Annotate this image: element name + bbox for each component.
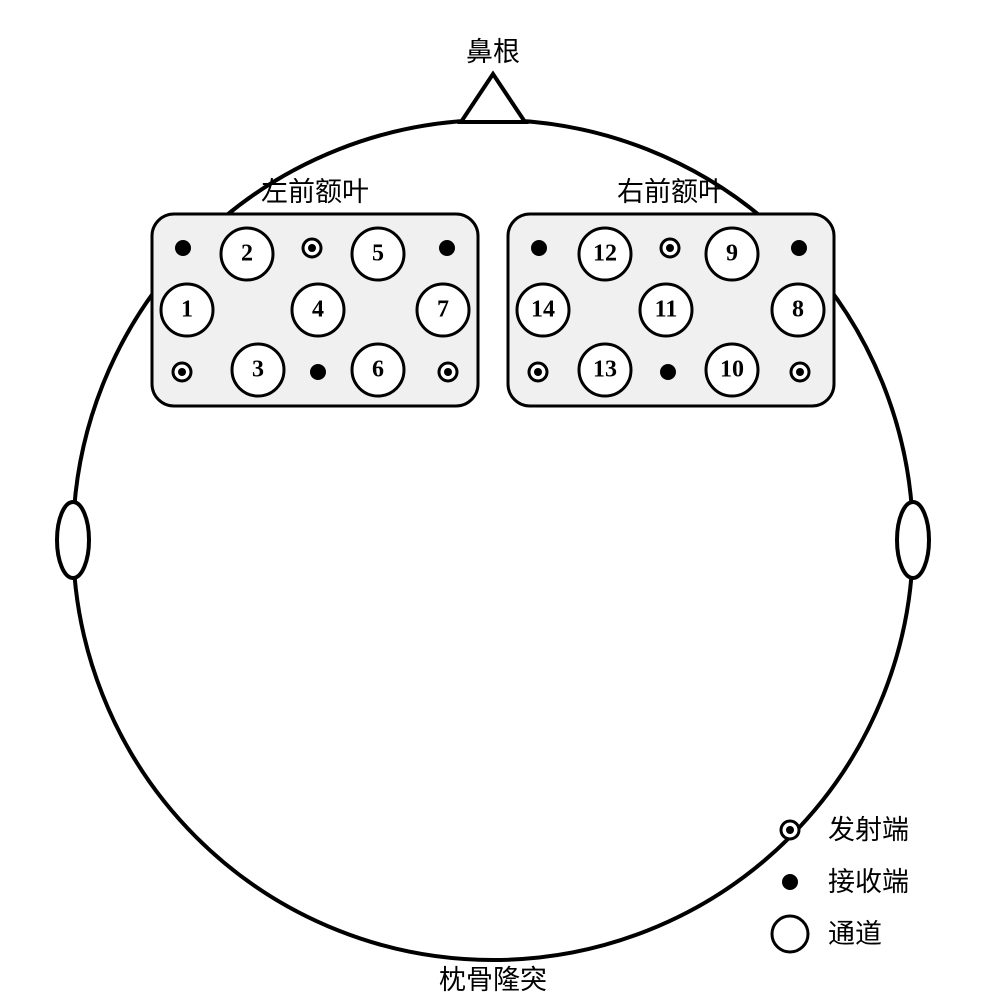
legend-label-receiver: 接收端: [828, 866, 909, 898]
emitter-inner-2: [444, 368, 452, 376]
channel-label-11: 11: [655, 296, 678, 325]
channel-label-10: 10: [720, 356, 744, 385]
right-region-label: 右前额叶: [617, 176, 725, 208]
nasion-label: 鼻根: [466, 36, 520, 68]
channel-label-3: 3: [252, 356, 264, 385]
channel-label-14: 14: [531, 296, 555, 325]
channel-label-13: 13: [593, 356, 617, 385]
legend-channel-icon: [772, 916, 808, 952]
receiver-5: [660, 364, 676, 380]
receiver-1: [439, 240, 455, 256]
inion-label: 枕骨隆突: [439, 964, 547, 996]
channel-label-5: 5: [372, 240, 384, 269]
channel-label-9: 9: [726, 240, 738, 269]
left-ear: [57, 502, 89, 578]
legend-receiver-icon: [782, 874, 798, 890]
left-region-label: 左前额叶: [261, 176, 369, 208]
legend-label-channel: 通道: [828, 918, 882, 950]
channel-label-8: 8: [792, 296, 804, 325]
channel-label-12: 12: [593, 240, 617, 269]
emitter-inner-5: [796, 368, 804, 376]
emitter-inner-4: [534, 368, 542, 376]
legend-emitter-inner: [786, 826, 794, 834]
receiver-3: [531, 240, 547, 256]
receiver-4: [791, 240, 807, 256]
receiver-2: [310, 364, 326, 380]
channel-label-2: 2: [241, 240, 253, 269]
channel-label-7: 7: [437, 296, 449, 325]
channel-label-1: 1: [181, 296, 193, 325]
diagram-canvas: 左前额叶右前额叶1234567891011121314鼻根枕骨隆突发射端接收端通…: [0, 0, 985, 1000]
right-ear: [897, 502, 929, 578]
emitter-inner-1: [178, 368, 186, 376]
receiver-0: [175, 240, 191, 256]
nose: [461, 74, 525, 122]
channel-label-6: 6: [372, 356, 384, 385]
legend-label-emitter: 发射端: [828, 814, 909, 846]
emitter-inner-3: [666, 244, 674, 252]
channel-label-4: 4: [312, 296, 324, 325]
emitter-inner-0: [308, 244, 316, 252]
